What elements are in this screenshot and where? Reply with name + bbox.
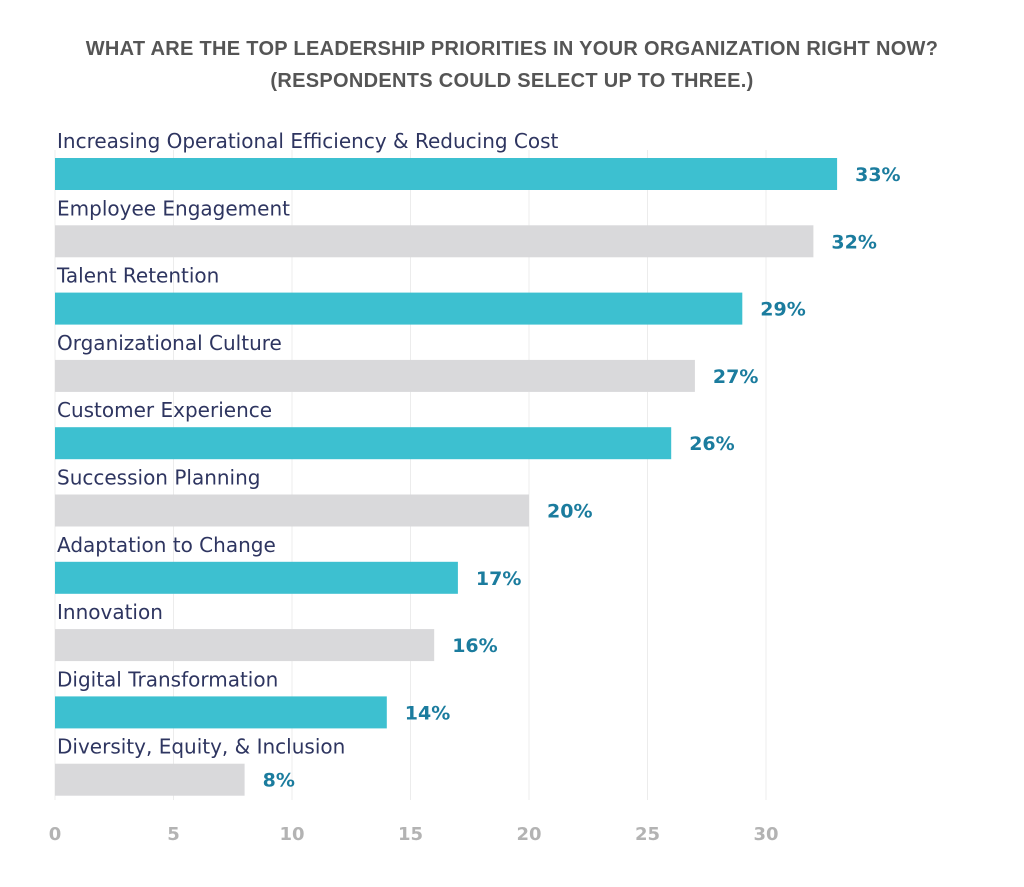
bar xyxy=(55,292,743,325)
category-label: Adaptation to Change xyxy=(57,533,276,557)
value-label: 26% xyxy=(689,433,734,455)
value-label: 32% xyxy=(831,231,876,253)
value-label: 14% xyxy=(405,702,450,724)
x-tick-label: 25 xyxy=(635,824,660,845)
category-label: Digital Transformation xyxy=(57,667,278,691)
chart-title-line-2: (RESPONDENTS COULD SELECT UP TO THREE.) xyxy=(270,70,754,92)
value-label: 8% xyxy=(263,770,295,792)
bar xyxy=(55,225,814,258)
bar xyxy=(55,629,435,662)
category-label: Employee Engagement xyxy=(57,196,290,220)
x-tick-label: 20 xyxy=(516,824,541,845)
chart-title-line-1: WHAT ARE THE TOP LEADERSHIP PRIORITIES I… xyxy=(85,38,939,60)
bar xyxy=(55,696,387,729)
category-label: Organizational Culture xyxy=(57,331,282,355)
x-tick-label: 0 xyxy=(49,824,62,845)
bar xyxy=(55,359,695,392)
category-label: Talent Retention xyxy=(56,264,219,288)
x-tick-label: 5 xyxy=(167,824,180,845)
category-label: Customer Experience xyxy=(57,398,272,422)
bar xyxy=(55,494,529,527)
bar xyxy=(55,763,245,796)
category-label: Increasing Operational Efficiency & Redu… xyxy=(57,129,559,153)
value-label: 29% xyxy=(760,299,805,321)
bar xyxy=(55,427,672,460)
value-label: 27% xyxy=(713,366,758,388)
value-label: 20% xyxy=(547,501,592,523)
value-label: 17% xyxy=(476,568,521,590)
bar xyxy=(55,561,458,594)
x-tick-label: 10 xyxy=(279,824,304,845)
x-tick-label: 30 xyxy=(753,824,778,845)
bar xyxy=(55,158,838,190)
x-tick-label: 15 xyxy=(398,824,423,845)
category-label: Diversity, Equity, & Inclusion xyxy=(57,735,345,759)
category-label: Innovation xyxy=(57,600,163,624)
category-label: Succession Planning xyxy=(57,466,261,490)
value-label: 16% xyxy=(452,635,497,657)
value-label: 33% xyxy=(855,164,900,186)
